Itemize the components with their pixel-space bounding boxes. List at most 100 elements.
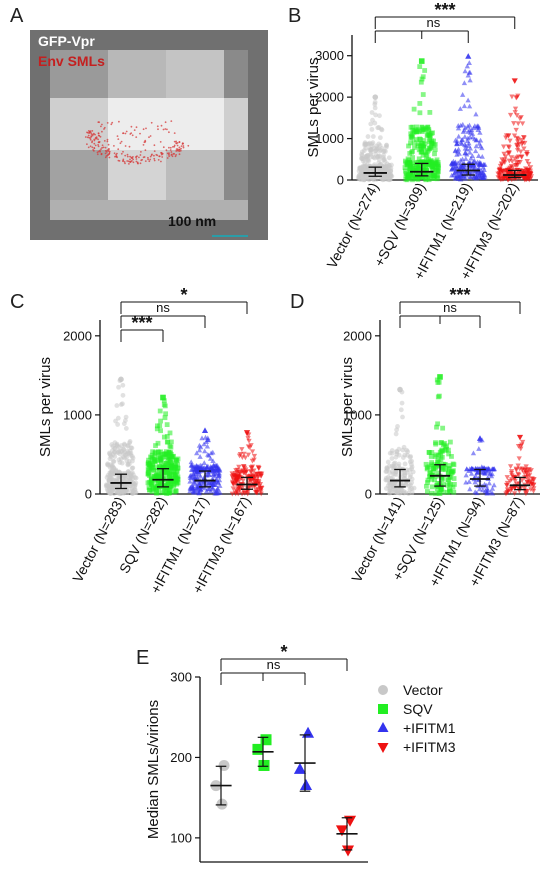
data-point xyxy=(463,472,469,478)
data-point xyxy=(467,486,473,492)
data-point xyxy=(408,135,414,141)
data-point xyxy=(429,476,434,482)
legend-marker xyxy=(377,722,389,732)
data-point xyxy=(173,488,179,494)
data-point xyxy=(128,474,134,480)
legend-label: Vector xyxy=(403,682,443,698)
data-point xyxy=(157,457,163,462)
data-point xyxy=(455,160,461,166)
panel-d-letter: D xyxy=(290,291,304,313)
data-point xyxy=(525,167,532,173)
data-point xyxy=(251,453,258,459)
data-point xyxy=(523,491,529,497)
data-point xyxy=(369,126,375,132)
data-point xyxy=(435,480,441,486)
data-point xyxy=(428,454,434,459)
data-point xyxy=(466,60,472,65)
env-sml-localizations xyxy=(84,120,190,165)
data-point xyxy=(166,453,172,459)
data-point xyxy=(215,490,221,496)
data-point xyxy=(508,469,515,474)
data-point xyxy=(464,146,470,152)
data-point xyxy=(168,450,174,456)
data-point xyxy=(253,487,259,493)
data-point xyxy=(440,425,446,431)
data-point xyxy=(461,80,468,86)
data-point xyxy=(364,162,370,167)
data-point xyxy=(467,130,474,135)
data-point xyxy=(476,153,482,158)
data-point xyxy=(479,154,485,159)
data-point xyxy=(195,464,202,469)
data-point xyxy=(372,94,379,100)
data-point xyxy=(202,485,208,491)
data-point xyxy=(502,160,508,166)
data-point xyxy=(233,468,239,473)
data-point xyxy=(508,155,515,161)
data-point xyxy=(464,138,471,144)
data-point xyxy=(230,481,236,487)
data-point xyxy=(438,448,444,454)
data-point xyxy=(154,465,159,470)
data-point xyxy=(425,477,431,483)
data-point xyxy=(120,382,126,388)
data-point xyxy=(161,434,167,440)
data-point xyxy=(502,157,508,163)
data-point xyxy=(423,164,429,170)
data-point xyxy=(463,156,469,161)
data-point xyxy=(359,155,365,161)
data-point xyxy=(415,159,421,165)
legend-label: +IFITM1 xyxy=(403,720,456,736)
data-point xyxy=(380,164,386,170)
data-point xyxy=(210,482,216,487)
data-point xyxy=(520,135,527,140)
data-point xyxy=(522,467,528,473)
data-point xyxy=(446,466,452,471)
data-point xyxy=(162,475,168,481)
data-point xyxy=(441,481,446,487)
data-point xyxy=(120,392,126,398)
data-point xyxy=(145,460,151,466)
data-point xyxy=(522,485,528,491)
data-point xyxy=(409,172,415,178)
data-point xyxy=(125,443,131,449)
data-point xyxy=(381,153,386,158)
x-category-label: Vector (N=283) xyxy=(69,494,128,585)
data-point xyxy=(429,484,435,490)
data-point xyxy=(114,403,120,408)
data-point xyxy=(499,162,505,168)
data-point xyxy=(518,149,524,155)
data-point xyxy=(435,470,441,476)
data-point xyxy=(407,151,413,156)
data-point xyxy=(471,157,477,163)
data-point xyxy=(417,110,423,116)
data-point xyxy=(407,171,412,177)
data-point xyxy=(415,177,421,182)
significance-label: ns xyxy=(156,300,170,315)
data-point xyxy=(359,172,365,178)
data-point xyxy=(393,431,399,437)
data-point xyxy=(194,450,200,456)
data-point xyxy=(149,452,155,458)
data-point xyxy=(519,121,526,127)
data-point xyxy=(496,168,502,174)
data-point xyxy=(428,462,434,468)
data-point xyxy=(429,140,435,146)
data-point xyxy=(415,143,421,149)
data-point xyxy=(501,151,507,157)
data-point xyxy=(105,462,111,468)
data-point xyxy=(409,476,415,482)
data-point xyxy=(513,127,519,133)
data-point xyxy=(259,485,265,491)
data-point xyxy=(121,482,127,488)
data-point xyxy=(394,427,400,433)
data-point xyxy=(236,464,242,470)
data-point xyxy=(484,490,490,496)
data-point xyxy=(506,158,512,164)
data-point xyxy=(376,141,382,147)
significance-bracket: *** xyxy=(374,0,516,29)
data-point xyxy=(150,484,155,490)
data-point xyxy=(514,135,520,141)
